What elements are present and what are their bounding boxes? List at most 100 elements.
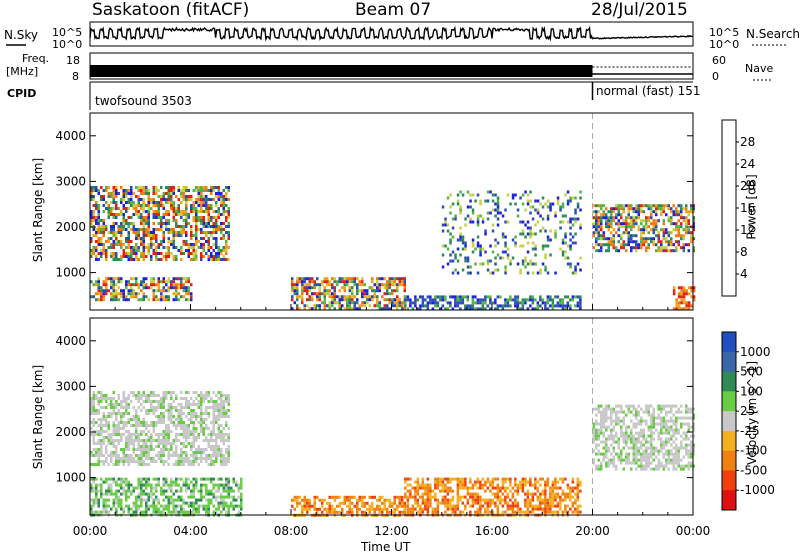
data-cell: [541, 205, 545, 209]
data-cell: [140, 489, 143, 493]
data-cell: [632, 225, 635, 229]
data-cell: [115, 483, 118, 487]
data-cell: [202, 421, 205, 424]
data-cell: [554, 495, 557, 499]
data-cell: [363, 495, 366, 499]
data-cell: [298, 307, 301, 311]
data-cell: [225, 448, 228, 451]
data-cell: [152, 237, 155, 240]
data-cell: [210, 439, 213, 442]
data-cell: [456, 304, 460, 308]
data-cell: [172, 213, 175, 216]
data-cell: [205, 448, 208, 451]
data-cell: [381, 283, 384, 287]
data-cell: [524, 480, 527, 484]
data-cell: [566, 199, 570, 203]
data-cell: [227, 510, 230, 514]
data-cell: [237, 483, 240, 487]
data-cell: [162, 439, 165, 442]
data-cell: [107, 216, 110, 219]
data-cell: [155, 424, 158, 427]
data-cell: [110, 489, 113, 493]
data-cell: [396, 283, 399, 287]
data-cell: [187, 510, 190, 514]
data-cell: [227, 495, 230, 499]
data-cell: [187, 249, 190, 252]
data-cell: [167, 249, 170, 252]
data-cell: [92, 406, 95, 409]
data-cell: [147, 400, 150, 403]
data-cell: [479, 244, 482, 248]
data-cell: [167, 195, 170, 198]
data-cell: [150, 403, 153, 406]
data-cell: [393, 510, 396, 514]
data-cell: [145, 412, 148, 415]
data-cell: [145, 397, 148, 400]
data-cell: [323, 307, 326, 311]
data-cell: [92, 510, 95, 514]
data-cell: [157, 480, 160, 484]
data-cell: [150, 255, 153, 258]
data-cell: [177, 231, 180, 234]
data-cell: [90, 504, 93, 508]
data-cell: [607, 425, 610, 429]
data-cell: [92, 421, 95, 424]
data-cell: [622, 246, 625, 250]
data-cell: [690, 286, 693, 290]
data-cell: [225, 231, 228, 234]
y-tick-label: 1000: [55, 266, 86, 280]
data-cell: [100, 433, 103, 436]
data-cell: [521, 193, 525, 197]
data-cell: [531, 504, 535, 508]
data-cell: [175, 436, 178, 439]
data-cell: [592, 425, 595, 429]
data-cell: [612, 246, 615, 250]
data-cell: [132, 201, 135, 204]
data-cell: [612, 240, 615, 244]
data-cell: [612, 228, 615, 232]
data-cell: [579, 256, 582, 260]
data-cell: [227, 216, 230, 219]
data-cell: [137, 454, 140, 457]
data-cell: [318, 507, 321, 511]
data-cell: [466, 205, 470, 209]
data-cell: [617, 234, 620, 238]
data-cell: [346, 307, 349, 311]
data-cell: [556, 202, 560, 206]
data-cell: [569, 298, 572, 302]
data-cell: [107, 504, 110, 508]
noise-sky-trace: [89, 25, 694, 42]
data-cell: [207, 454, 210, 457]
data-cell: [429, 498, 432, 502]
data-cell: [361, 498, 364, 502]
data-cell: [225, 460, 228, 463]
data-cell: [122, 492, 125, 496]
data-cell: [615, 419, 618, 423]
data-cell: [620, 404, 623, 408]
data-cell: [539, 501, 542, 505]
data-cell: [571, 504, 575, 508]
data-cell: [526, 199, 530, 203]
data-cell: [175, 451, 178, 454]
data-cell: [650, 213, 653, 217]
data-cell: [180, 280, 183, 284]
data-cell: [361, 289, 364, 293]
data-cell: [152, 504, 155, 508]
data-cell: [90, 249, 93, 252]
data-cell: [132, 225, 135, 228]
data-cell: [157, 483, 160, 487]
data-cell: [617, 419, 620, 423]
data-cell: [409, 301, 412, 305]
data-cell: [647, 404, 650, 408]
data-cell: [489, 510, 492, 514]
data-cell: [444, 483, 447, 487]
data-cell: [145, 448, 148, 451]
data-cell: [607, 464, 610, 468]
data-cell: [155, 460, 158, 463]
data-cell: [147, 219, 150, 222]
data-cell: [162, 477, 165, 481]
data-cell: [446, 229, 450, 233]
data-cell: [147, 252, 150, 255]
data-cell: [576, 262, 580, 266]
data-cell: [110, 283, 113, 287]
